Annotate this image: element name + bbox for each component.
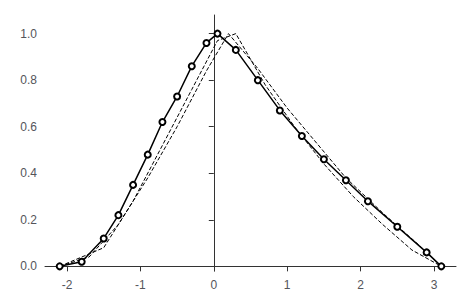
svg-text:0.4: 0.4	[20, 166, 37, 180]
svg-text:3: 3	[431, 278, 438, 292]
svg-text:1.0: 1.0	[20, 27, 37, 41]
svg-text:1: 1	[284, 278, 291, 292]
svg-text:0.2: 0.2	[20, 213, 37, 227]
svg-text:0.8: 0.8	[20, 73, 37, 87]
svg-text:0: 0	[210, 278, 217, 292]
svg-text:-2: -2	[62, 278, 73, 292]
svg-text:0.0: 0.0	[20, 259, 37, 273]
svg-text:-1: -1	[135, 278, 146, 292]
svg-text:0.6: 0.6	[20, 120, 37, 134]
svg-text:2: 2	[357, 278, 364, 292]
